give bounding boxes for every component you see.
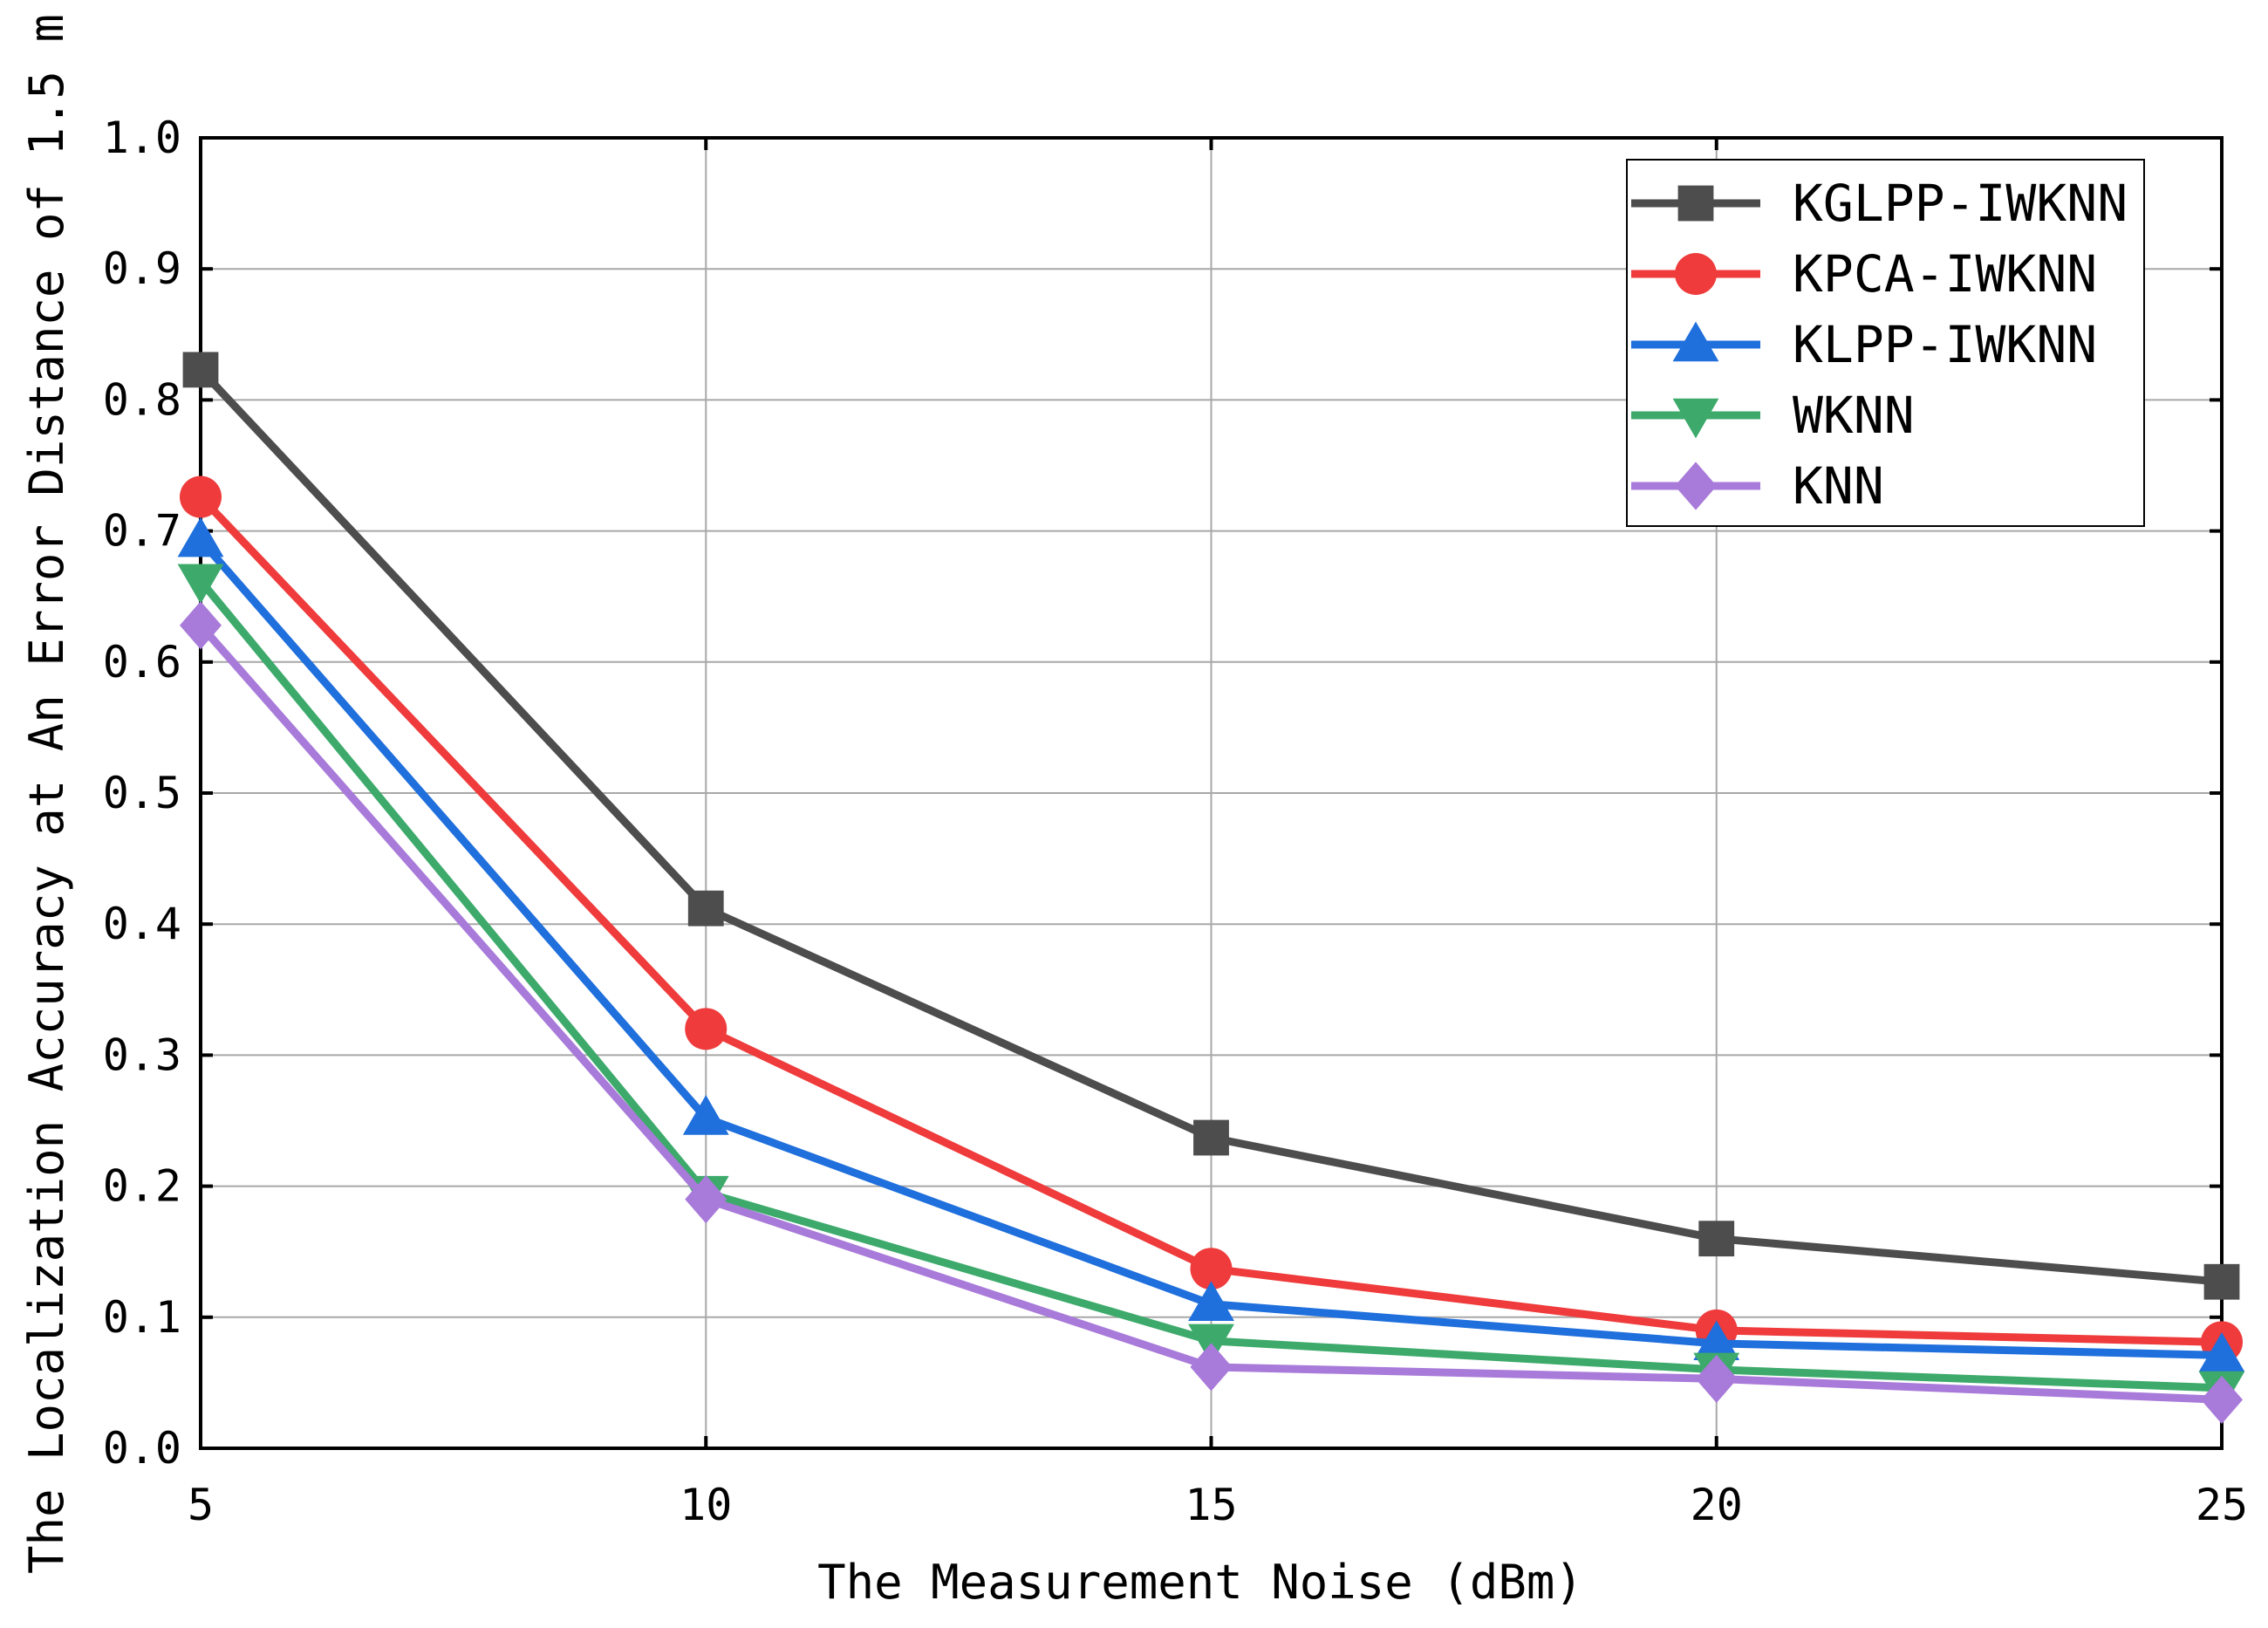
x-tick-label: 20 — [1691, 1480, 1743, 1530]
data-point — [685, 1175, 728, 1224]
series-knn — [180, 601, 2243, 1425]
y-tick-label: 0.1 — [103, 1292, 181, 1343]
series-group — [177, 352, 2245, 1425]
data-point — [182, 352, 219, 388]
y-tick-label: 0.3 — [103, 1029, 181, 1080]
data-point — [1698, 1221, 1735, 1257]
y-tick-label: 0.7 — [103, 506, 181, 557]
legend-label: KGLPP-IWKNN — [1793, 174, 2128, 233]
legend: KGLPP-IWKNN KPCA-IWKNN KLPP-IWKNN WKNN KNN — [1626, 159, 2145, 527]
x-axis-title: The Measurement Noise (dBm) — [817, 1555, 1583, 1610]
legend-label: KPCA-IWKNN — [1793, 244, 2097, 304]
legend-item: KGLPP-IWKNN — [1631, 174, 2128, 233]
data-point — [1188, 1281, 1234, 1321]
legend-label: KNN — [1793, 456, 1884, 516]
x-tick-label: 25 — [2196, 1480, 2248, 1530]
y-tick-label: 0.8 — [103, 374, 181, 425]
legend-label: WKNN — [1793, 386, 1915, 445]
y-tick-label: 0.6 — [103, 637, 181, 687]
x-tick-label: 15 — [1185, 1480, 1237, 1530]
data-point — [687, 890, 724, 927]
legend-marker — [1677, 185, 1714, 222]
data-point — [180, 601, 222, 650]
data-point — [1695, 1354, 1738, 1403]
axes: 0.0 0.1 0.2 0.3 0.4 0.5 0.6 0.7 0.8 0.9 1.0 5 10 15 20… — [103, 113, 2248, 1530]
legend-item: KLPP-IWKNN — [1631, 315, 2097, 374]
data-point — [1193, 1119, 1229, 1156]
data-point — [2203, 1263, 2240, 1300]
legend-marker — [1675, 462, 1717, 510]
y-axis-title: The Localization Accuracy at An Error Di… — [19, 14, 74, 1574]
y-tick-label: 1.0 — [103, 113, 181, 163]
y-tick-label: 0.2 — [103, 1161, 181, 1212]
data-point — [1190, 1248, 1233, 1290]
data-point — [685, 1008, 728, 1050]
data-point — [180, 475, 222, 518]
legend-item: WKNN — [1631, 386, 1915, 445]
y-tick-label: 0.9 — [103, 243, 181, 294]
x-tick-label: 10 — [680, 1480, 732, 1530]
y-tick-label: 0.0 — [103, 1423, 181, 1474]
legend-marker — [1675, 253, 1717, 295]
legend-marker — [1672, 321, 1719, 362]
series-kglpp-iwknn — [182, 352, 2240, 1300]
legend-item: KNN — [1631, 456, 1884, 516]
legend-marker — [1672, 398, 1719, 439]
data-point — [2198, 1331, 2245, 1372]
grid — [201, 138, 2222, 1448]
data-point — [2201, 1375, 2243, 1425]
data-point — [177, 516, 224, 557]
y-tick-label: 0.4 — [103, 899, 181, 949]
data-point — [1190, 1343, 1233, 1392]
legend-item: KPCA-IWKNN — [1631, 244, 2097, 304]
legend-label: KLPP-IWKNN — [1793, 315, 2097, 374]
data-point — [177, 564, 224, 605]
data-point — [682, 1095, 729, 1135]
series-klpp-iwknn — [177, 516, 2245, 1372]
data-point — [1693, 1320, 1740, 1361]
x-tick-label: 5 — [188, 1480, 214, 1530]
y-tick-label: 0.5 — [103, 768, 181, 818]
